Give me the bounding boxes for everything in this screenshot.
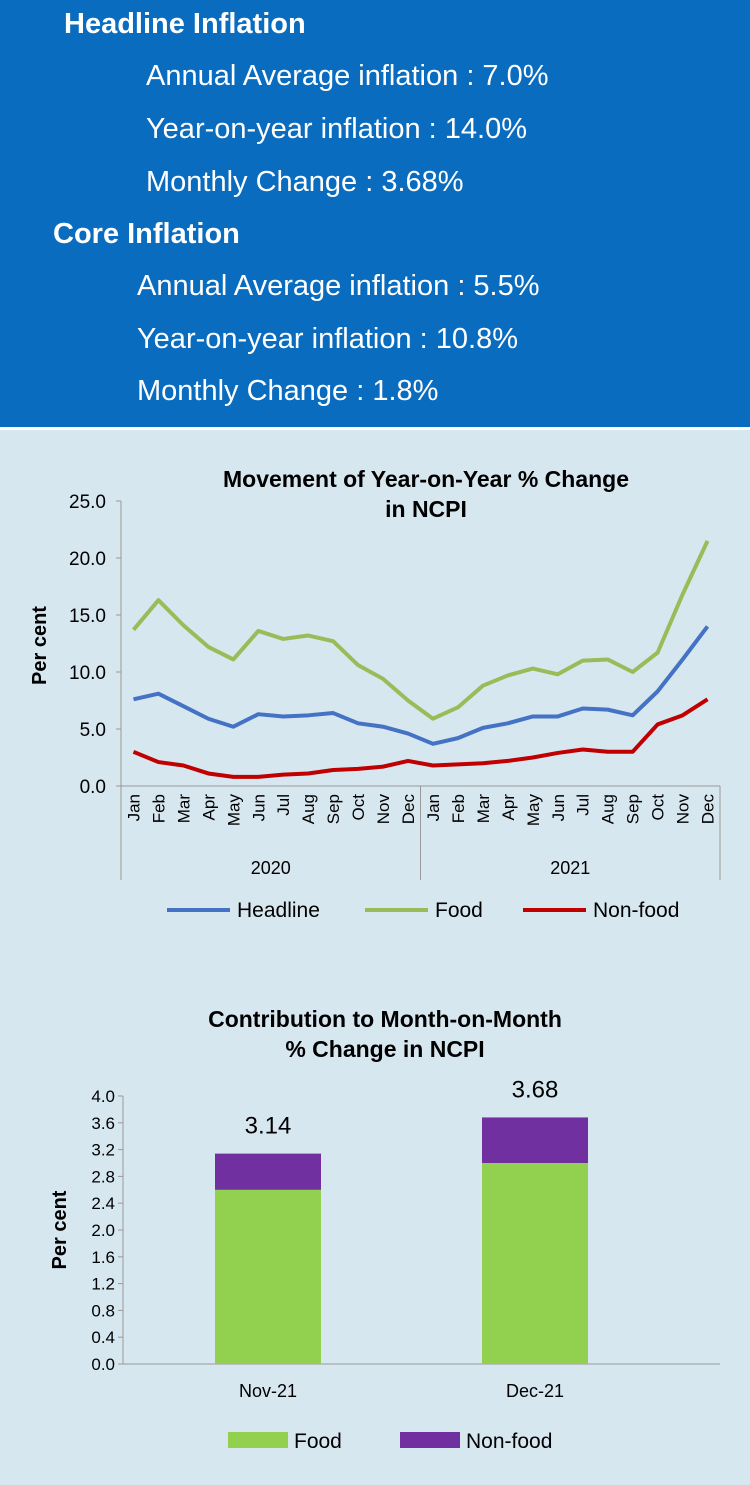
bar-non-food bbox=[482, 1117, 588, 1163]
x-tick-label: Sep bbox=[624, 794, 643, 824]
x-tick-label: Feb bbox=[149, 794, 168, 823]
series-line-non-food bbox=[132, 697, 709, 779]
y-tick-label: 0.8 bbox=[91, 1301, 115, 1320]
y-tick-label: 3.6 bbox=[91, 1114, 115, 1133]
x-tick-label: Aug bbox=[599, 794, 618, 824]
y-axis-label: Per cent bbox=[29, 606, 51, 685]
legend-swatch bbox=[400, 1432, 460, 1448]
x-tick-label: Jun bbox=[249, 794, 268, 821]
legend-label: Food bbox=[435, 899, 483, 922]
x-tick-label: Nov bbox=[374, 794, 393, 825]
y-tick-label: 15.0 bbox=[69, 606, 106, 627]
legend-label: Non-food bbox=[466, 1430, 552, 1453]
y-tick-label: 1.6 bbox=[91, 1248, 115, 1267]
y-tick-label: 5.0 bbox=[80, 720, 106, 741]
bar-non-food bbox=[215, 1153, 321, 1190]
headline-annual: Annual Average inflation : 7.0% bbox=[146, 60, 549, 92]
y-tick-label: 2.4 bbox=[91, 1194, 115, 1213]
x-tick-label: Feb bbox=[449, 794, 468, 823]
bar-food bbox=[215, 1189, 321, 1364]
x-tick-label: Oct bbox=[349, 794, 368, 821]
y-tick-label: 0.0 bbox=[91, 1355, 115, 1374]
x-tick-label: Nov bbox=[674, 794, 693, 825]
x-tick-label: Dec bbox=[399, 794, 418, 825]
bar-food bbox=[482, 1163, 588, 1364]
x-tick-label: Mar bbox=[474, 794, 493, 824]
legend-label: Food bbox=[294, 1430, 342, 1453]
x-tick-label: Jul bbox=[574, 794, 593, 816]
mom-bar-chart: Contribution to Month-on-Month % Change i… bbox=[49, 1006, 720, 1453]
x-tick-label: Mar bbox=[174, 794, 193, 824]
y-tick-label: 3.2 bbox=[91, 1141, 115, 1160]
y-tick-label: 0.4 bbox=[91, 1328, 115, 1347]
legend-label: Headline bbox=[237, 899, 320, 922]
y-tick-label: 4.0 bbox=[91, 1087, 115, 1106]
series-line-headline bbox=[133, 625, 710, 746]
core-annual: Annual Average inflation : 5.5% bbox=[137, 270, 540, 302]
yoy-line-chart: Movement of Year-on-Year % Change in NCPI… bbox=[29, 466, 721, 922]
x-tick-label: Oct bbox=[649, 794, 668, 821]
x-tick-label: Dec bbox=[699, 794, 718, 825]
year-label: 2020 bbox=[251, 858, 291, 878]
chart-title: in NCPI bbox=[385, 496, 467, 522]
core-monthly: Monthly Change : 1.8% bbox=[137, 375, 439, 407]
x-tick-label: Jun bbox=[549, 794, 568, 821]
x-tick-label: Dec-21 bbox=[506, 1381, 564, 1401]
chart-title: % Change in NCPI bbox=[285, 1036, 484, 1062]
y-tick-label: 10.0 bbox=[69, 663, 106, 684]
chart-title: Movement of Year-on-Year % Change bbox=[223, 466, 629, 492]
year-label: 2021 bbox=[550, 858, 590, 878]
headline-title: Headline Inflation bbox=[64, 8, 306, 40]
x-tick-label: May bbox=[224, 794, 243, 827]
legend-label: Non-food bbox=[593, 899, 679, 922]
legend-swatch bbox=[228, 1432, 288, 1448]
data-label: 3.68 bbox=[512, 1076, 559, 1103]
y-tick-label: 20.0 bbox=[69, 549, 106, 570]
summary-panel: Headline Inflation Annual Average inflat… bbox=[0, 0, 750, 430]
x-tick-label: Apr bbox=[499, 794, 518, 821]
x-tick-label: Jan bbox=[124, 794, 143, 821]
y-tick-label: 2.8 bbox=[91, 1167, 115, 1186]
x-tick-label: Jul bbox=[274, 794, 293, 816]
y-tick-label: 0.0 bbox=[80, 777, 106, 798]
y-tick-label: 1.2 bbox=[91, 1275, 115, 1294]
core-yoy: Year-on-year inflation : 10.8% bbox=[137, 323, 518, 355]
headline-yoy: Year-on-year inflation : 14.0% bbox=[146, 113, 527, 145]
headline-monthly: Monthly Change : 3.68% bbox=[146, 166, 464, 198]
series-line-food bbox=[131, 540, 710, 721]
x-tick-label: Sep bbox=[324, 794, 343, 824]
y-tick-label: 2.0 bbox=[91, 1221, 115, 1240]
y-tick-label: 25.0 bbox=[69, 492, 106, 513]
core-title: Core Inflation bbox=[53, 218, 240, 250]
x-tick-label: May bbox=[524, 794, 543, 827]
data-label: 3.14 bbox=[245, 1113, 292, 1140]
x-tick-label: Aug bbox=[299, 794, 318, 824]
x-tick-label: Apr bbox=[199, 794, 218, 821]
chart-title: Contribution to Month-on-Month bbox=[208, 1006, 562, 1032]
y-axis-label: Per cent bbox=[49, 1190, 71, 1269]
x-tick-label: Nov-21 bbox=[239, 1381, 297, 1401]
x-tick-label: Jan bbox=[424, 794, 443, 821]
